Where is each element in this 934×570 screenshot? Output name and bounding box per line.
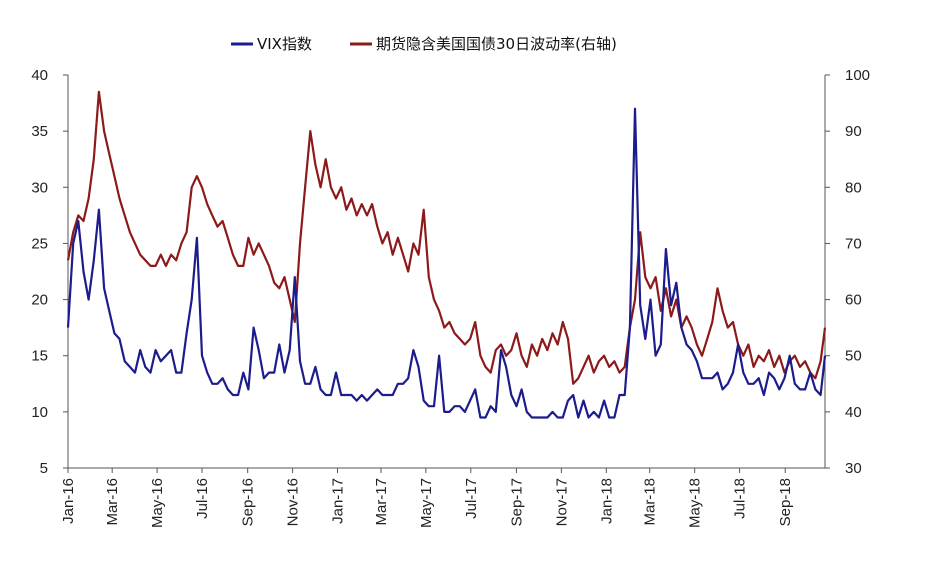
left-y-tick-label: 5 [40,460,48,477]
left-y-tick-label: 10 [31,404,48,421]
left-y-tick-label: 25 [31,235,48,252]
left-y-tick-label: 15 [31,348,48,365]
left-y-tick-label: 40 [31,67,48,84]
x-tick-label: Sep-16 [240,478,257,526]
left-y-tick-label: 35 [31,123,48,140]
right-y-tick-label: 40 [845,404,862,421]
series-lines [66,90,827,419]
x-tick-label: Nov-17 [553,478,570,526]
x-tick-label: Jul-18 [732,478,749,519]
vix-line [66,107,827,419]
x-tick-label: Jul-16 [194,478,211,519]
x-tick-label: Sep-18 [777,478,794,526]
left-y-tick-labels: 5 10 15 20 25 30 35 40 [31,67,48,477]
x-tick-label: Nov-16 [285,478,302,526]
right-y-tick-label: 30 [845,460,862,477]
legend-label-vix: VIX指数 [257,35,312,53]
x-tick-label: Jan-17 [330,478,347,524]
x-tick-label: Mar-18 [642,478,659,526]
right-y-tick-label: 50 [845,348,862,365]
legend: VIX指数 期货隐含美国国债30日波动率(右轴) [231,35,617,53]
left-y-tick-label: 30 [31,179,48,196]
right-y-tick-label: 80 [845,179,862,196]
treasury-vol-line [66,90,827,385]
x-tick-label: Mar-16 [104,478,121,526]
axes [63,74,830,473]
x-tick-label: Jul-17 [463,478,480,519]
x-tick-label: May-16 [149,478,166,528]
x-tick-label: Jan-18 [598,478,615,524]
right-y-tick-labels: 30 40 50 60 70 80 90 100 [845,67,870,477]
legend-label-treasury-vol: 期货隐含美国国债30日波动率(右轴) [376,35,617,53]
right-y-tick-label: 60 [845,292,862,309]
x-tick-label: Jan-16 [60,478,77,524]
x-tick-label: May-18 [687,478,704,528]
right-y-tick-label: 90 [845,123,862,140]
x-tick-label: Sep-17 [508,478,525,526]
x-tick-labels: Jan-16 Mar-16 May-16 Jul-16 Sep-16 Nov-16 Jan-… [60,478,794,528]
right-y-tick-label: 70 [845,235,862,252]
right-y-tick-label: 100 [845,67,870,84]
x-tick-label: Mar-17 [373,478,390,526]
left-y-tick-label: 20 [31,292,48,309]
x-tick-label: May-17 [418,478,435,528]
